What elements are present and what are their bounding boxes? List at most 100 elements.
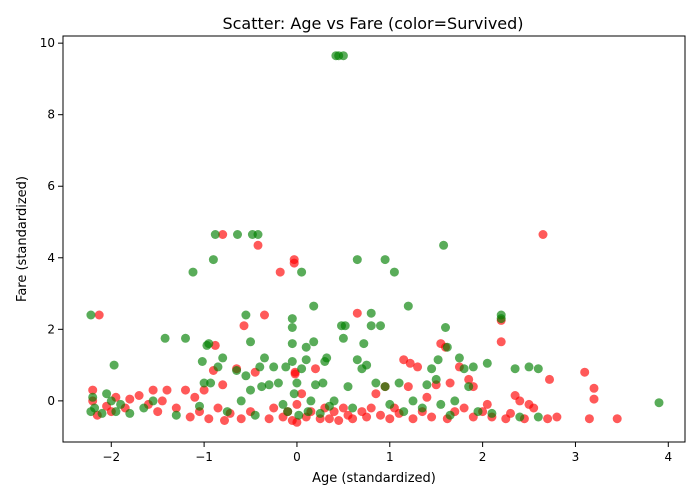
chart-title: Scatter: Age vs Fare (color=Survived) — [222, 14, 523, 33]
scatter-point-s1-3 — [90, 403, 100, 413]
scatter-point-s1-90 — [394, 378, 404, 388]
y-tick-label-4: 8 — [47, 108, 55, 122]
scatter-point-s0-82 — [445, 378, 455, 388]
scatter-point-s1-21 — [204, 339, 214, 349]
scatter-point-s1-104 — [450, 396, 460, 406]
scatter-point-s1-49 — [287, 339, 297, 349]
x-tick-label-5: 3 — [572, 450, 580, 464]
scatter-point-s0-46 — [292, 417, 302, 427]
scatter-point-s1-116 — [524, 362, 534, 372]
scatter-point-s0-45 — [290, 369, 300, 379]
scatter-point-s1-57 — [301, 355, 311, 365]
y-tick-label-3: 6 — [47, 179, 55, 193]
y-axis-label: Fare (standardized) — [15, 176, 30, 302]
scatter-point-s0-17 — [185, 412, 195, 422]
scatter-point-s1-85 — [376, 321, 385, 331]
scatter-point-s1-15 — [181, 333, 190, 343]
scatter-point-s1-47 — [287, 314, 297, 324]
scatter-point-s0-30 — [236, 414, 246, 424]
scatter-point-s1-45 — [281, 362, 291, 372]
scatter-point-s0-59 — [348, 414, 358, 424]
y-tick-label-1: 2 — [47, 322, 55, 336]
scatter-point-s1-56 — [301, 342, 311, 352]
scatter-point-s1-75 — [343, 382, 353, 392]
scatter-point-s1-111 — [487, 408, 497, 418]
scatter-point-s0-64 — [371, 389, 381, 399]
scatter-point-s1-26 — [218, 353, 228, 363]
scatter-point-s0-35 — [260, 310, 269, 320]
scatter-point-s1-114 — [510, 364, 520, 374]
scatter-point-s1-9 — [116, 399, 126, 409]
scatter-point-s0-0 — [88, 385, 98, 395]
scatter-point-s1-5 — [102, 389, 112, 399]
scatter-point-s0-9 — [134, 391, 144, 400]
scatter-point-s0-38 — [275, 267, 285, 277]
scatter-point-s0-62 — [362, 412, 372, 422]
scatter-point-s0-27 — [220, 416, 229, 425]
scatter-point-s0-100 — [529, 403, 539, 413]
scatter-point-s0-43 — [289, 258, 299, 268]
scatter-point-s1-42 — [269, 362, 279, 372]
scatter-point-s1-108 — [468, 362, 478, 372]
scatter-point-s1-4 — [97, 408, 107, 418]
scatter-point-s0-92 — [496, 337, 506, 347]
x-tick-label-1: −1 — [195, 450, 213, 464]
scatter-point-s1-109 — [473, 407, 483, 417]
x-tick-label-2: 0 — [293, 450, 301, 464]
scatter-point-s0-24 — [213, 403, 223, 413]
scatter-point-s0-104 — [552, 412, 562, 422]
x-tick-label-3: 1 — [386, 450, 394, 464]
scatter-point-s1-73 — [338, 333, 348, 343]
scatter-point-s1-118 — [533, 412, 543, 422]
scatter-point-s1-40 — [260, 353, 269, 363]
scatter-point-s1-50 — [287, 357, 297, 366]
scatter-point-s1-53 — [294, 410, 304, 420]
scatter-point-s1-32 — [241, 371, 251, 381]
scatter-point-s1-17 — [195, 401, 204, 411]
scatter-point-s1-92 — [403, 301, 413, 311]
plot-frame — [62, 35, 686, 443]
scatter-point-s1-99 — [436, 399, 446, 409]
scatter-point-s0-107 — [589, 383, 599, 393]
scatter-point-s1-117 — [533, 364, 543, 374]
scatter-point-s0-34 — [253, 240, 263, 250]
scatter-point-s1-52 — [292, 378, 302, 388]
scatter-point-s1-115 — [515, 412, 525, 422]
scatter-point-s1-72 — [338, 51, 348, 61]
scatter-point-s0-47 — [292, 399, 302, 409]
scatter-point-s1-68 — [329, 396, 339, 406]
scatter-point-s1-29 — [233, 230, 242, 239]
scatter-point-s1-39 — [257, 382, 267, 392]
scatter-point-s1-24 — [210, 230, 220, 239]
scatter-point-s1-95 — [422, 380, 432, 390]
scatter-point-s0-12 — [153, 407, 163, 417]
scatter-point-s0-11 — [148, 385, 158, 395]
scatter-point-s1-7 — [109, 360, 119, 370]
scatter-point-s0-13 — [157, 396, 167, 406]
scatter-point-s0-48 — [297, 389, 307, 399]
scatter-point-s0-106 — [584, 414, 594, 424]
scatter-point-s1-41 — [264, 380, 274, 390]
scatter-point-s1-2 — [88, 392, 98, 402]
scatter-point-s1-97 — [431, 374, 441, 384]
scatter-point-s0-18 — [190, 392, 200, 402]
y-tick-label-2: 4 — [47, 251, 55, 265]
scatter-point-s0-36 — [264, 414, 274, 424]
scatter-point-s1-63 — [315, 408, 325, 418]
scatter-point-s1-38 — [255, 362, 265, 372]
scatter-point-s1-100 — [439, 240, 449, 250]
scatter-point-s1-110 — [482, 358, 492, 368]
scatter-point-s1-22 — [206, 378, 216, 388]
scatter-point-s1-81 — [362, 360, 372, 370]
scatter-point-s1-23 — [208, 255, 218, 265]
scatter-point-s1-94 — [417, 403, 427, 413]
scatter-point-s1-12 — [148, 396, 158, 406]
scatter-point-s0-74 — [413, 362, 423, 372]
x-tick-label-4: 2 — [479, 450, 487, 464]
scatter-point-s1-98 — [433, 355, 443, 365]
scatter-point-s1-48 — [287, 323, 297, 332]
scatter-point-s1-51 — [289, 389, 299, 399]
scatter-point-s0-54 — [324, 414, 334, 424]
scatter-point-s1-113 — [496, 314, 506, 324]
